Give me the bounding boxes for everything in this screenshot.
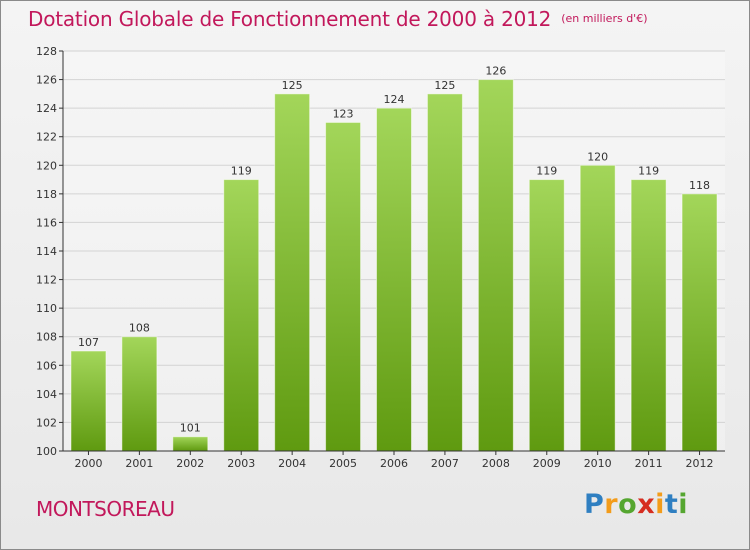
y-tick-label: 102 <box>36 416 57 429</box>
bar-2001 <box>121 336 158 452</box>
y-tick-label: 122 <box>36 131 57 144</box>
x-tick-label: 2003 <box>227 457 255 470</box>
data-label: 124 <box>384 93 405 106</box>
x-tick-label: 2012 <box>686 457 714 470</box>
y-tick-label: 116 <box>36 216 57 229</box>
data-label: 119 <box>638 165 659 178</box>
data-label: 125 <box>434 79 455 92</box>
bar-2010 <box>579 164 616 452</box>
x-tick-label: 2011 <box>635 457 663 470</box>
bar-2004 <box>274 93 311 452</box>
y-tick-label: 114 <box>36 245 57 258</box>
x-tick-label: 2008 <box>482 457 510 470</box>
y-tick-label: 120 <box>36 159 57 172</box>
y-tick-label: 100 <box>36 445 57 458</box>
data-label: 125 <box>282 79 303 92</box>
bars <box>70 79 718 452</box>
y-tick-label: 118 <box>36 188 57 201</box>
chart-title: Dotation Globale de Fonctionnement de 20… <box>28 7 647 31</box>
data-label: 123 <box>333 107 354 120</box>
y-tick-label: 128 <box>36 45 57 58</box>
logo-letter: i <box>678 489 689 520</box>
bar-2007 <box>426 93 463 452</box>
y-tick-label: 124 <box>36 102 57 115</box>
proxiti-logo: Proxiti <box>584 489 688 520</box>
logo-letter: t <box>664 489 679 520</box>
bar-2003 <box>223 179 260 452</box>
data-label: 107 <box>78 336 99 349</box>
data-labels: 107 108 101 119 125 123 124 125 126 119 120 119 118 <box>78 65 710 435</box>
axes: 1001021041061081101121141161181201221241… <box>36 45 725 470</box>
x-tick-label: 2010 <box>584 457 612 470</box>
logo-letter: i <box>655 489 665 520</box>
logo-letter: x <box>637 489 656 520</box>
y-tick-label: 104 <box>36 388 57 401</box>
x-tick-label: 2000 <box>74 457 102 470</box>
data-label: 118 <box>689 179 710 192</box>
x-tick-label: 2004 <box>278 457 306 470</box>
data-label: 119 <box>231 165 252 178</box>
data-label: 101 <box>180 422 201 435</box>
logo-letter: r <box>604 489 619 520</box>
x-tick-label: 2007 <box>431 457 459 470</box>
bar-2002 <box>172 436 209 452</box>
y-tick-label: 126 <box>36 74 57 87</box>
bar-2009 <box>528 179 565 452</box>
bar-2006 <box>376 107 412 452</box>
data-label: 108 <box>129 322 150 335</box>
y-tick-label: 108 <box>36 331 57 344</box>
data-label: 126 <box>485 65 506 78</box>
x-tick-label: 2002 <box>176 457 204 470</box>
logo-letter: P <box>584 489 605 520</box>
x-tick-label: 2001 <box>125 457 153 470</box>
bar-2012 <box>681 193 718 452</box>
bar-2008 <box>477 79 514 452</box>
data-label: 119 <box>536 165 557 178</box>
data-label: 120 <box>587 150 608 163</box>
x-tick-label: 2009 <box>533 457 561 470</box>
commune-name: MONTSOREAU <box>36 497 175 521</box>
y-tick-label: 106 <box>36 359 57 372</box>
bar-2005 <box>325 121 362 452</box>
unit-note: (en milliers d'€) <box>561 12 648 25</box>
x-tick-label: 2006 <box>380 457 408 470</box>
chart-title-text: Dotation Globale de Fonctionnement de 20… <box>28 7 552 31</box>
logo-letter: o <box>618 489 638 520</box>
bar-2011 <box>630 179 667 452</box>
y-tick-label: 110 <box>36 302 57 315</box>
x-tick-label: 2005 <box>329 457 357 470</box>
bar-2000 <box>70 350 107 452</box>
y-tick-label: 112 <box>36 274 57 287</box>
